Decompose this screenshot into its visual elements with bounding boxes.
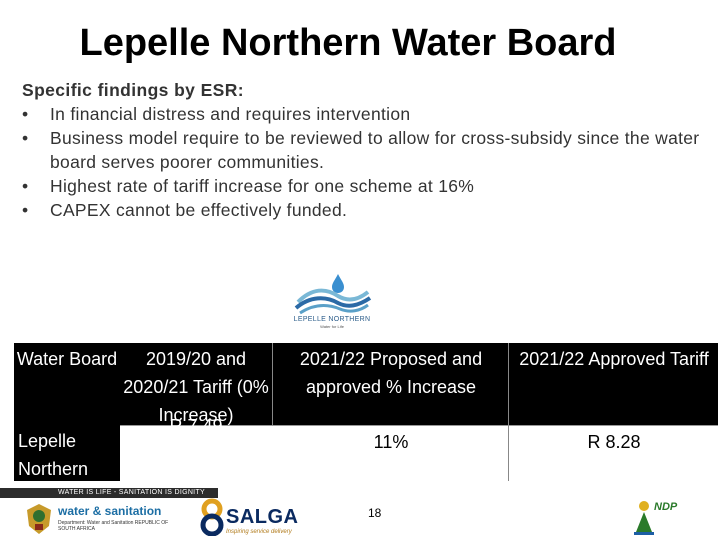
first-column-background (14, 425, 120, 481)
table-row (14, 425, 718, 481)
bullet-icon: • (22, 200, 29, 220)
row-approved-tariff: R 8.28 (587, 432, 641, 452)
bullet-icon: • (22, 176, 29, 196)
footer-slogan-strip (0, 488, 218, 498)
slide-title: Lepelle Northern Water Board (79, 22, 617, 64)
row-water-board: Lepelle Northern (18, 431, 89, 479)
table-header-row (14, 343, 718, 425)
header-proposed-increase: 2021/22 Proposed and approved % Increase (299, 349, 483, 397)
water-drop-wave-icon (294, 274, 372, 315)
coat-of-arms-icon (27, 504, 51, 534)
findings-list: • In financial distress and requires int… (22, 102, 702, 222)
footer-slogan: WATER IS LIFE - SANITATION IS DIGNITY (58, 489, 205, 496)
dws-name: water & sanitation (58, 504, 162, 518)
findings-item: • Business model require to be reviewed … (22, 126, 702, 174)
ndp-figure-icon (634, 501, 654, 535)
salga-name: SALGA (226, 506, 299, 528)
footer: WATER IS LIFE - SANITATION IS DIGNITY wa… (0, 488, 720, 540)
ndp-logo: NDP (632, 498, 684, 538)
logo-sub: Water for Life (320, 324, 344, 329)
findings-item: • Highest rate of tariff increase for on… (22, 174, 702, 198)
salga-logo: SALGA Inspiring service delivery (200, 498, 310, 538)
lepelle-northern-logo: LEPELLE NORTHERN Water for Life (292, 272, 372, 332)
findings-item-text: In financial distress and requires inter… (50, 104, 411, 124)
column-divider (508, 343, 509, 481)
findings-heading: Specific findings by ESR: (22, 80, 244, 100)
findings-item: • In financial distress and requires int… (22, 102, 702, 126)
header-2019-2021-tariff: 2019/20 and 2020/21 Tariff (0% Increase) (123, 349, 269, 425)
bullet-icon: • (22, 128, 29, 148)
salga-eight-icon (200, 498, 224, 537)
findings-item-text: CAPEX cannot be effectively funded. (50, 200, 348, 220)
dws-sub: Department: Water and Sanitation REPUBLI… (58, 520, 169, 532)
findings-section: Specific findings by ESR: • In financial… (22, 78, 702, 222)
salga-tagline: Inspiring service delivery (226, 529, 292, 535)
tariff-table: Water Board 2019/20 and 2020/21 Tariff (… (14, 343, 718, 481)
header-water-board: Water Board (16, 349, 118, 369)
findings-item-text: Business model require to be reviewed to… (50, 128, 700, 172)
logo-name: LEPELLE NORTHERN (293, 316, 371, 323)
dws-logo: water & sanitation Department: Water and… (24, 502, 174, 538)
row-increase: 11% (373, 432, 409, 452)
ndp-label: NDP (654, 501, 678, 513)
findings-item-text: Highest rate of tariff increase for one … (50, 176, 475, 196)
bullet-icon: • (22, 104, 29, 124)
row-2019-2021-tariff: R 7.49 (169, 416, 223, 436)
column-divider (272, 343, 273, 425)
header-approved-tariff: 2021/22 Approved Tariff (519, 349, 709, 369)
findings-item: • CAPEX cannot be effectively funded. (22, 198, 702, 222)
page-number: 18 (368, 506, 382, 520)
